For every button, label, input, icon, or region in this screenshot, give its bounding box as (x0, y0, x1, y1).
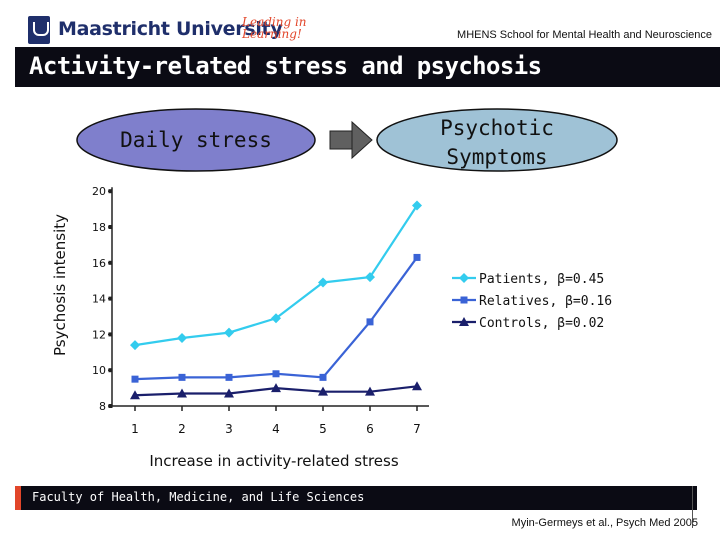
y-tick-dot (108, 368, 113, 373)
data-point-controls (412, 381, 422, 391)
x-axis-title: Increase in activity-related stress (149, 452, 399, 470)
data-point-patients (318, 277, 328, 288)
y-tick-dot (108, 225, 113, 229)
data-point-controls (365, 386, 375, 396)
legend-marker-relatives (460, 296, 468, 304)
x-tick-label: 6 (366, 422, 374, 436)
x-tick-label: 7 (413, 422, 421, 436)
x-tick-label: 2 (178, 422, 186, 436)
data-point-controls (318, 386, 328, 396)
daily-stress-label: Daily stress (120, 128, 272, 152)
data-point-relatives (366, 318, 374, 326)
x-tick-label: 1 (131, 422, 139, 436)
chart-legend: Patients, β=0.45 Relatives, β=0.16 Control… (452, 272, 612, 331)
data-point-patients (130, 340, 140, 351)
data-point-patients (271, 313, 281, 324)
y-tick-label: 18 (92, 221, 106, 234)
data-point-controls (271, 383, 281, 393)
series-line-patients (134, 204, 418, 347)
legend-marker-patients (459, 273, 469, 283)
legend-marker-controls (459, 317, 469, 326)
y-tick-dot (108, 404, 113, 408)
citation: Myin-Germeys et al., Psych Med 2005 (511, 517, 698, 529)
footer-divider (692, 486, 693, 528)
data-point-controls (130, 390, 140, 400)
university-name: Maastricht University (58, 18, 283, 40)
data-point-relatives (178, 373, 186, 381)
x-tick-label: 5 (319, 422, 327, 436)
university-crest-icon (28, 16, 50, 44)
data-point-patients (177, 332, 187, 343)
y-tick-label: 20 (92, 185, 106, 198)
school-name: MHENS School for Mental Health and Neuro… (457, 29, 712, 41)
psychotic-symptoms-label-line1: Psychotic (440, 116, 554, 140)
data-point-controls (224, 388, 234, 398)
legend-label-patients: Patients, β=0.45 (479, 272, 604, 287)
footer-accent (15, 486, 21, 510)
chart-series (130, 200, 422, 400)
footer-bar (15, 486, 697, 510)
data-point-patients (224, 327, 234, 338)
x-tick-label: 3 (225, 422, 233, 436)
data-point-relatives (319, 373, 327, 381)
legend-label-relatives: Relatives, β=0.16 (479, 294, 612, 309)
y-tick-label: 10 (92, 364, 106, 377)
psychotic-symptoms-ellipse (376, 108, 618, 172)
legend-label-controls: Controls, β=0.02 (479, 316, 604, 331)
data-point-relatives (131, 375, 139, 383)
data-point-relatives (413, 253, 421, 261)
data-point-controls (177, 388, 187, 398)
y-tick-label: 14 (92, 293, 106, 306)
y-tick-dot (108, 189, 113, 194)
title-bar: Activity-related stress and psychosis (15, 47, 720, 87)
y-tick-dot (108, 260, 113, 265)
data-point-relatives (272, 370, 280, 378)
data-point-patients (365, 272, 375, 283)
y-tick-label: 12 (92, 328, 106, 341)
slide-title: Activity-related stress and psychosis (29, 52, 542, 80)
daily-stress-ellipse (76, 108, 316, 172)
data-point-relatives (225, 373, 233, 381)
y-tick-label: 8 (99, 400, 106, 413)
x-tick-label: 4 (272, 422, 280, 436)
university-tagline: Leading in Learning! (242, 15, 307, 41)
faculty-name: Faculty of Health, Medicine, and Life Sc… (32, 490, 365, 504)
y-axis-title: Psychosis intensity (51, 214, 69, 356)
data-point-patients (412, 200, 422, 211)
psychotic-symptoms-label-line2: Symptoms (446, 145, 547, 169)
arrow-right-icon (329, 120, 373, 160)
y-tick-dot (108, 296, 113, 301)
y-tick-dot (108, 332, 113, 337)
y-tick-label: 16 (92, 257, 106, 270)
